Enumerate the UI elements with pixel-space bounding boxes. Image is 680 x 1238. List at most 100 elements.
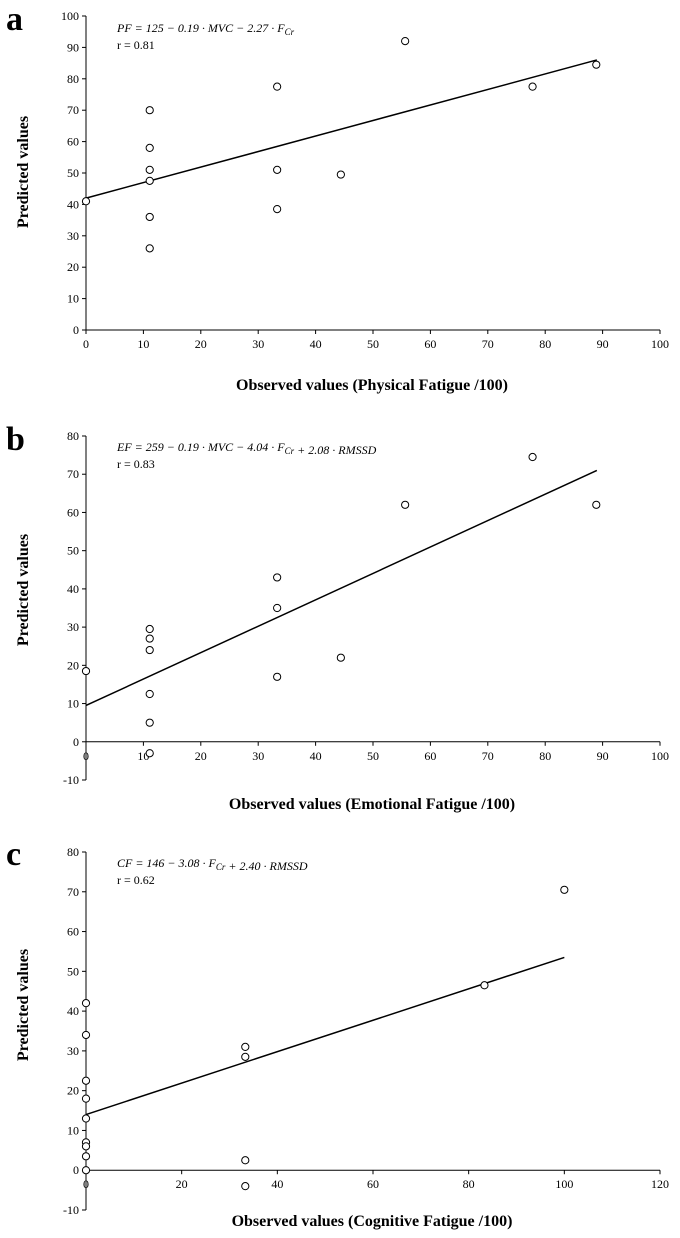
panel-c: c CF = 146 − 3.08 · FCr + 2.40 · RMSSD r… bbox=[6, 836, 669, 1230]
data-point bbox=[481, 982, 488, 989]
data-point bbox=[146, 750, 153, 757]
data-point bbox=[146, 107, 153, 114]
data-point bbox=[274, 574, 281, 581]
y-tick-label: 70 bbox=[67, 885, 79, 899]
data-point bbox=[146, 166, 153, 173]
data-point bbox=[146, 719, 153, 726]
y-tick-label: 60 bbox=[67, 505, 79, 519]
y-tick-label: 0 bbox=[73, 735, 79, 749]
y-tick-label: 10 bbox=[67, 1123, 79, 1137]
data-point bbox=[146, 625, 153, 632]
equation-b: EF = 259 − 0.19 · MVC − 4.04 · FCr + 2.0… bbox=[116, 440, 377, 457]
y-tick-label: 20 bbox=[67, 658, 79, 672]
data-point bbox=[82, 667, 89, 674]
data-point bbox=[146, 635, 153, 642]
equation-text: EF = 259 − 0.19 · MVC − 4.04 · FCr + 2.0… bbox=[116, 440, 377, 457]
data-point bbox=[146, 177, 153, 184]
data-point bbox=[146, 144, 153, 151]
data-point bbox=[82, 1143, 89, 1150]
y-tick-label: 50 bbox=[67, 166, 79, 180]
equation-a: PF = 125 − 0.19 · MVC − 2.27 · FCr bbox=[116, 21, 295, 37]
y-tick-label: 30 bbox=[67, 1044, 79, 1058]
data-point bbox=[242, 1053, 249, 1060]
r-value-c: r = 0.62 bbox=[117, 873, 155, 887]
x-tick-label: 10 bbox=[137, 337, 149, 351]
data-point bbox=[146, 245, 153, 252]
y-tick-label: 70 bbox=[67, 103, 79, 117]
panel-letter-b: b bbox=[6, 421, 25, 458]
data-point bbox=[82, 1095, 89, 1102]
data-point bbox=[561, 886, 568, 893]
x-tick-label: 0 bbox=[83, 337, 89, 351]
data-point bbox=[529, 453, 536, 460]
data-point bbox=[82, 1153, 89, 1160]
data-point bbox=[274, 604, 281, 611]
data-point bbox=[242, 1183, 249, 1190]
x-tick-label: 80 bbox=[539, 749, 551, 763]
trend-line bbox=[86, 957, 564, 1114]
panel-letter-c: c bbox=[6, 836, 21, 873]
x-tick-label: 50 bbox=[367, 337, 379, 351]
x-axis-title-c: Observed values (Cognitive Fatigue /100) bbox=[232, 1213, 513, 1230]
x-tick-label: 60 bbox=[367, 1177, 379, 1191]
data-point bbox=[402, 501, 409, 508]
y-tick-label: 0 bbox=[73, 323, 79, 337]
data-point bbox=[82, 1031, 89, 1038]
data-point bbox=[593, 501, 600, 508]
x-tick-label: 100 bbox=[555, 1177, 573, 1191]
x-tick-label: 50 bbox=[367, 749, 379, 763]
x-tick-label: 40 bbox=[271, 1177, 283, 1191]
y-tick-label: 50 bbox=[67, 964, 79, 978]
x-tick-label: 80 bbox=[539, 337, 551, 351]
y-tick-label: 40 bbox=[67, 582, 79, 596]
x-tick-label: 90 bbox=[597, 337, 609, 351]
x-tick-label: 70 bbox=[482, 337, 494, 351]
y-axis-title-c: Predicted values bbox=[15, 949, 32, 1061]
y-tick-label: 40 bbox=[67, 197, 79, 211]
plot-area-a: 0102030405060708090100010203040506070809… bbox=[61, 9, 669, 351]
x-tick-label: 30 bbox=[252, 337, 264, 351]
data-point bbox=[82, 1167, 89, 1174]
x-tick-label: 40 bbox=[310, 337, 322, 351]
equation-text: PF = 125 − 0.19 · MVC − 2.27 · FCr bbox=[116, 21, 295, 37]
equation-text: CF = 146 − 3.08 · FCr + 2.40 · RMSSD bbox=[117, 856, 308, 873]
equation-c: CF = 146 − 3.08 · FCr + 2.40 · RMSSD bbox=[117, 856, 308, 873]
data-point bbox=[529, 83, 536, 90]
x-tick-label: 20 bbox=[176, 1177, 188, 1191]
y-tick-label: 0 bbox=[73, 1163, 79, 1177]
y-tick-label: 50 bbox=[67, 544, 79, 558]
x-axis-title-b: Observed values (Emotional Fatigue /100) bbox=[229, 796, 515, 813]
panel-letter-a: a bbox=[6, 1, 23, 38]
y-tick-label: 80 bbox=[67, 845, 79, 859]
y-tick-label: 90 bbox=[67, 40, 79, 54]
y-tick-label: 10 bbox=[67, 292, 79, 306]
x-tick-label: 100 bbox=[651, 749, 669, 763]
panel-a: a PF = 125 − 0.19 · MVC − 2.27 · FCr r =… bbox=[6, 1, 669, 394]
data-point bbox=[242, 1043, 249, 1050]
y-tick-label: 70 bbox=[67, 467, 79, 481]
data-point bbox=[274, 206, 281, 213]
y-tick-label: 60 bbox=[67, 925, 79, 939]
y-tick-label: 20 bbox=[67, 260, 79, 274]
y-tick-label: 100 bbox=[61, 9, 79, 23]
data-point bbox=[274, 83, 281, 90]
x-tick-label: 20 bbox=[195, 749, 207, 763]
x-axis-title-a: Observed values (Physical Fatigue /100) bbox=[236, 377, 508, 394]
x-tick-label: 90 bbox=[597, 749, 609, 763]
y-tick-label: -10 bbox=[63, 1203, 79, 1217]
r-value-b: r = 0.83 bbox=[117, 457, 155, 471]
data-point bbox=[242, 1157, 249, 1164]
y-axis-title-b: Predicted values bbox=[15, 534, 32, 646]
x-tick-label: 30 bbox=[252, 749, 264, 763]
y-tick-label: 80 bbox=[67, 429, 79, 443]
data-point bbox=[274, 673, 281, 680]
plot-area-c: -1001020304050607080020406080100120 bbox=[63, 845, 669, 1217]
data-point bbox=[82, 1115, 89, 1122]
data-point bbox=[82, 1000, 89, 1007]
x-tick-label: 80 bbox=[463, 1177, 475, 1191]
x-tick-label: 70 bbox=[482, 749, 494, 763]
y-tick-label: 60 bbox=[67, 135, 79, 149]
x-tick-label: 120 bbox=[651, 1177, 669, 1191]
data-point bbox=[82, 1077, 89, 1084]
